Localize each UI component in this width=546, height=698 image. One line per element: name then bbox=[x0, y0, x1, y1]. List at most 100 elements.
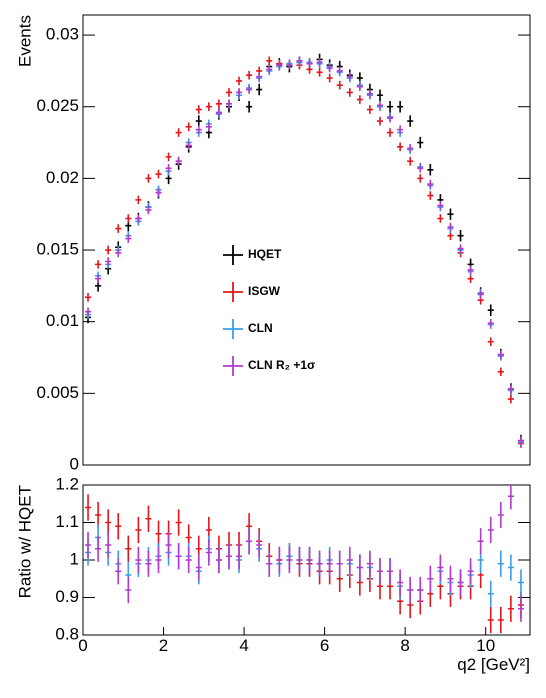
error-point bbox=[165, 164, 172, 173]
error-point bbox=[145, 205, 152, 215]
error-point bbox=[145, 505, 152, 532]
error-point bbox=[115, 513, 122, 540]
y-tick-label: 0.03 bbox=[46, 25, 79, 44]
error-point bbox=[105, 531, 112, 559]
x-tick-label: 4 bbox=[239, 636, 248, 655]
legend-symbol bbox=[223, 356, 243, 376]
error-point bbox=[467, 558, 474, 585]
error-point bbox=[316, 57, 323, 67]
error-point bbox=[296, 56, 303, 66]
error-point bbox=[437, 201, 444, 210]
error-point bbox=[366, 89, 373, 99]
error-point bbox=[407, 115, 414, 127]
error-point bbox=[387, 113, 394, 123]
error-point bbox=[497, 367, 504, 377]
error-point bbox=[326, 550, 333, 577]
error-point bbox=[155, 169, 162, 179]
error-point bbox=[95, 535, 102, 562]
error-point bbox=[155, 546, 162, 574]
error-point bbox=[276, 60, 283, 70]
error-point bbox=[155, 520, 162, 547]
error-point bbox=[175, 156, 182, 166]
error-point bbox=[356, 82, 363, 91]
error-point bbox=[487, 318, 494, 328]
error-point bbox=[397, 100, 404, 113]
error-point bbox=[417, 576, 424, 604]
error-point bbox=[507, 554, 514, 581]
legend-symbol bbox=[223, 245, 243, 265]
error-point bbox=[427, 164, 434, 176]
y-tick-label: 0 bbox=[70, 454, 79, 473]
error-point bbox=[387, 558, 394, 585]
legend-label: CLN R₂ +1σ bbox=[248, 358, 315, 372]
legend-symbol bbox=[223, 282, 243, 302]
error-point bbox=[336, 550, 343, 577]
error-point bbox=[507, 595, 514, 622]
error-point bbox=[477, 290, 484, 299]
error-point bbox=[135, 214, 142, 223]
error-point bbox=[326, 73, 333, 83]
error-point bbox=[95, 501, 102, 529]
error-point bbox=[95, 260, 102, 269]
error-point bbox=[427, 191, 434, 200]
y-tick-label: 1.2 bbox=[55, 474, 79, 493]
error-point bbox=[376, 116, 384, 126]
error-point bbox=[135, 195, 142, 205]
error-point bbox=[487, 337, 494, 347]
error-point bbox=[246, 100, 253, 113]
y-tick-label: 0.02 bbox=[46, 168, 79, 187]
error-point bbox=[236, 543, 243, 570]
error-point bbox=[175, 509, 182, 536]
error-point bbox=[326, 63, 333, 73]
error-point bbox=[447, 565, 454, 592]
error-point bbox=[85, 307, 92, 316]
error-point bbox=[205, 122, 212, 132]
error-point bbox=[487, 516, 494, 544]
error-point bbox=[427, 179, 434, 189]
error-point bbox=[387, 128, 394, 137]
error-point bbox=[225, 99, 232, 109]
error-point bbox=[296, 546, 303, 574]
error-point bbox=[336, 66, 343, 76]
x-tick-label: 2 bbox=[159, 636, 168, 655]
error-point bbox=[497, 550, 504, 577]
x-tick-label: 0 bbox=[78, 636, 87, 655]
error-point bbox=[236, 76, 243, 86]
x-tick-label: 8 bbox=[400, 636, 409, 655]
error-point bbox=[507, 485, 514, 510]
error-point bbox=[457, 569, 464, 596]
legend-symbol bbox=[223, 319, 243, 339]
y-tick-label: 0.005 bbox=[36, 383, 79, 402]
legend-label: CLN bbox=[248, 321, 273, 335]
error-point bbox=[205, 102, 212, 112]
error-point bbox=[346, 546, 353, 574]
error-point bbox=[427, 565, 434, 592]
error-point bbox=[195, 105, 202, 114]
series-group bbox=[85, 53, 524, 448]
error-point bbox=[125, 234, 132, 243]
error-point bbox=[256, 83, 263, 96]
error-point bbox=[356, 554, 363, 581]
error-point bbox=[195, 125, 202, 134]
error-point bbox=[195, 115, 202, 127]
x-axis-title: q2 [GeV²] bbox=[457, 655, 530, 674]
error-point bbox=[397, 142, 404, 152]
error-point bbox=[195, 554, 202, 581]
error-point bbox=[477, 528, 484, 555]
error-point bbox=[487, 606, 494, 634]
error-point bbox=[487, 304, 494, 316]
error-point bbox=[125, 576, 132, 604]
error-point bbox=[185, 141, 192, 150]
error-point bbox=[125, 214, 132, 223]
error-point bbox=[306, 546, 313, 574]
error-point bbox=[306, 59, 313, 69]
error-point bbox=[266, 65, 273, 74]
error-point bbox=[115, 224, 122, 233]
error-point bbox=[145, 174, 152, 183]
error-point bbox=[407, 576, 414, 604]
error-point bbox=[175, 128, 182, 137]
error-point bbox=[467, 274, 474, 283]
error-point bbox=[266, 56, 273, 66]
error-point bbox=[397, 125, 404, 134]
